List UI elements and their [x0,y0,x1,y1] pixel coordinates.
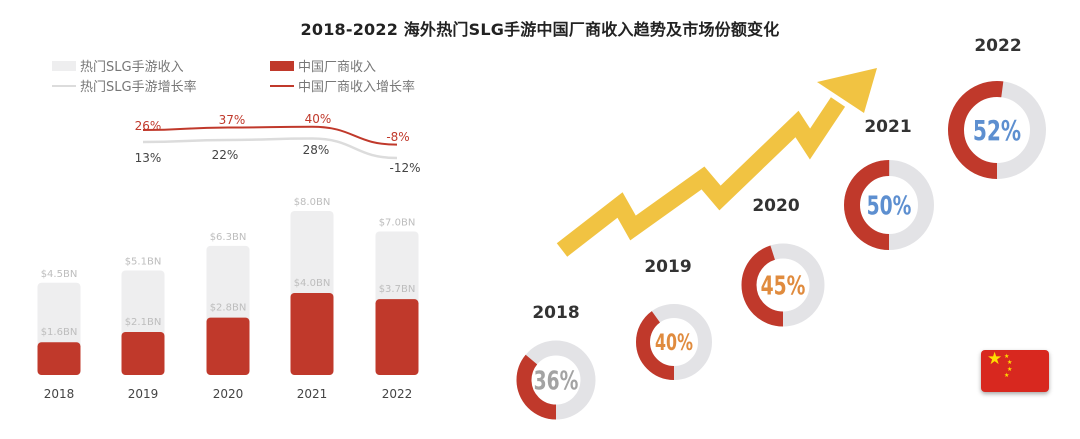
share-label-2021: 50% [867,191,912,221]
legend-label-china-revenue: 中国厂商收入 [298,60,377,75]
bar-china-2022 [375,299,419,375]
share-ring-2020 [741,243,825,327]
x-tick-2020: 2020 [213,387,244,401]
china-growth-label-2019: 26% [135,119,162,133]
share-label-2018: 36% [534,366,579,396]
share-year-2022: 2022 [974,36,1021,56]
share-ring-2022 [948,81,1046,179]
hot-growth-label-2020: 22% [212,148,239,162]
legend-china-revenue: 中国厂商收入 [270,56,376,75]
legend-label-china-growth: 中国厂商收入增长率 [298,80,416,95]
china-growth-label-2022: -8% [386,130,409,144]
line-china-growth [142,125,398,146]
bar-china-2021 [290,293,334,375]
legend-swatch-china-revenue [270,60,294,71]
hot-growth-label-2019: 13% [135,151,162,165]
china-flag-icon: ★ ★ ★ ★ ★ [981,350,1049,392]
legend-label-hot-growth: 热门SLG手游增长率 [80,80,197,95]
bar-label-china-2019: $2.1BN [125,317,162,328]
line-hot-growth [142,137,398,160]
share-year-2018: 2018 [532,303,579,323]
chart-title: 2018-2022 海外热门SLG手游中国厂商收入趋势及市场份额变化 [300,20,780,39]
chart-legend: 热门SLG手游收入 中国厂商收入 热门SLG手游增长率 中国厂商收入增长率 [52,56,452,96]
hot-growth-label-2021: 28% [303,143,330,157]
share-label-2022: 52% [973,114,1021,147]
bar-label-hot-2021: $8.0BN [294,197,331,208]
bar-label-hot-2019: $5.1BN [125,256,162,267]
china-growth-label-2020: 37% [219,113,246,127]
china-growth-label-2021: 40% [305,112,332,126]
legend-label-hot-revenue: 热门SLG手游收入 [80,60,184,75]
x-tick-2018: 2018 [44,387,75,401]
bar-china-2020 [206,317,250,375]
legend-hot-revenue: 热门SLG手游收入 [52,56,184,75]
bar-label-hot-2020: $6.3BN [210,232,247,243]
share-label-2019: 40% [655,329,693,355]
legend-swatch-hot-revenue [52,60,76,71]
share-year-2021: 2021 [864,117,911,137]
legend-line-hot-growth [52,84,76,87]
bar-label-china-2022: $3.7BN [379,284,416,295]
trend-arrow-head [817,68,877,113]
legend-china-growth: 中国厂商收入增长率 [270,76,415,95]
x-tick-2019: 2019 [128,387,159,401]
share-year-2019: 2019 [644,257,691,277]
legend-line-china-growth [270,84,294,87]
x-tick-2022: 2022 [382,387,413,401]
bar-china-2018 [37,342,81,375]
trend-arrow-shaft [556,97,846,257]
share-ring-2018 [516,340,596,420]
bar-label-china-2018: $1.6BN [41,327,78,338]
bar-label-hot-2018: $4.5BN [41,269,78,280]
share-ring-2021 [844,160,934,250]
bar-china-2019 [121,331,165,375]
bar-label-china-2020: $2.8BN [210,303,247,314]
hot-growth-label-2022: -12% [389,161,420,175]
x-tick-2021: 2021 [297,387,328,401]
share-label-2020: 45% [761,271,806,301]
share-year-2020: 2020 [752,196,799,216]
bar-label-hot-2022: $7.0BN [379,218,416,229]
legend-hot-growth: 热门SLG手游增长率 [52,76,197,95]
bar-label-china-2021: $4.0BN [294,278,331,289]
share-ring-2019 [636,304,712,380]
